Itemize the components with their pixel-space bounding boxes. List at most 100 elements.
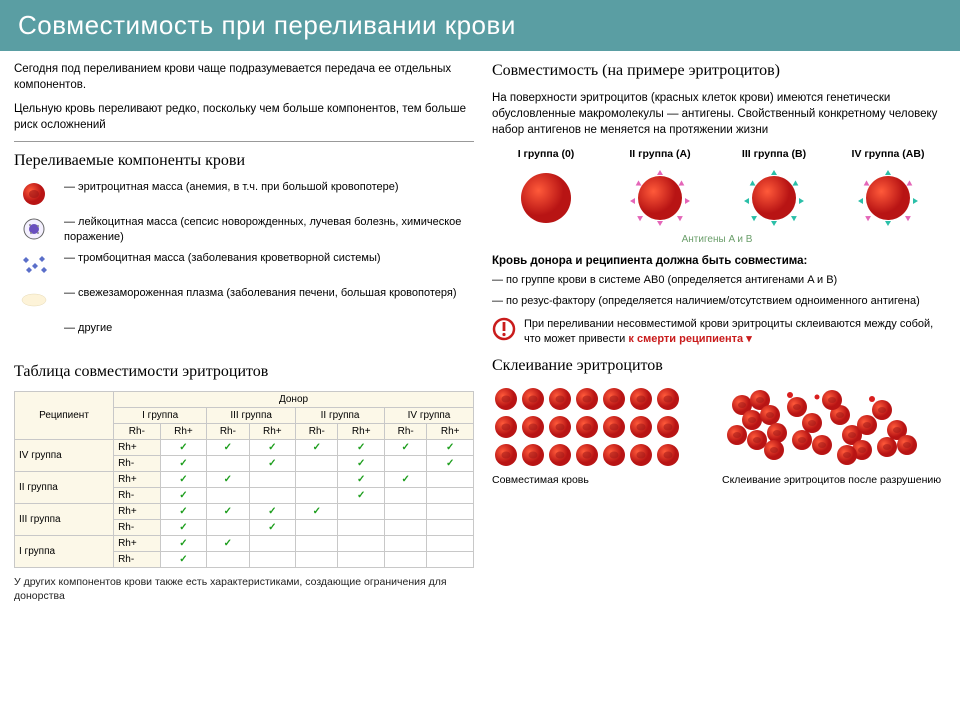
component-row: — свежезамороженная плазма (заболевания …: [14, 286, 474, 314]
cell: [427, 471, 474, 487]
rule-2: — по резус-фактору (определяется наличие…: [492, 294, 942, 309]
rh-col: Rh-: [114, 423, 161, 439]
components-list: — эритроцитная масса (анемия, в т.ч. при…: [14, 180, 474, 349]
cell: ✓: [160, 487, 207, 503]
warning-icon: [492, 317, 516, 341]
cell: ✓: [249, 439, 296, 455]
cell: ✓: [385, 471, 427, 487]
cell: ✓: [249, 503, 296, 519]
cell: [296, 487, 338, 503]
agg-cell-right: Склеивание эритроцитов после разрушению: [722, 385, 942, 487]
cell: [385, 551, 427, 567]
recip-header: Реципиент: [15, 391, 114, 439]
rh-row: Rh+: [114, 471, 161, 487]
rh-col: Rh-: [296, 423, 338, 439]
component-label: — тромбоцитная масса (заболевания кровет…: [64, 251, 474, 265]
cell: [296, 519, 338, 535]
group-label: III группа (B): [720, 148, 828, 160]
divider: [14, 141, 474, 142]
col-group: I группа: [114, 407, 207, 423]
group-a-icon: [606, 160, 714, 230]
cell: ✓: [160, 551, 207, 567]
antigen-label: Антигены A и B: [492, 234, 942, 245]
group-label: I группа (0): [492, 148, 600, 160]
intro-para-1: Сегодня под переливанием крови чаще подр…: [14, 61, 474, 93]
cell: [296, 455, 338, 471]
cell: [385, 455, 427, 471]
platelet-icon: [14, 251, 54, 279]
col-group: II группа: [296, 407, 385, 423]
cell: ✓: [207, 439, 249, 455]
cell: ✓: [296, 503, 338, 519]
cell: ✓: [160, 439, 207, 455]
page-header: Совместимость при переливании крови: [0, 0, 960, 51]
plasma-icon: [14, 286, 54, 314]
cell: [207, 551, 249, 567]
intro-text: Сегодня под переливанием крови чаще подр…: [14, 61, 474, 133]
cell: [249, 487, 296, 503]
compatibility-table: Реципиент Донор I группа III группа II г…: [14, 391, 474, 568]
rh-row: Rh-: [114, 455, 161, 471]
agg-caption-left: Совместимая кровь: [492, 474, 712, 487]
intro-para-2: Цельную кровь переливают редко, поскольк…: [14, 101, 474, 133]
cell: [296, 471, 338, 487]
cell: ✓: [338, 471, 385, 487]
cell: [427, 519, 474, 535]
component-row: — тромбоцитная масса (заболевания кровет…: [14, 251, 474, 279]
cell: [296, 551, 338, 567]
component-label: — эритроцитная масса (анемия, в т.ч. при…: [64, 180, 474, 194]
group-label: II группа (A): [606, 148, 714, 160]
cell: [385, 519, 427, 535]
row-group: IV группа: [15, 439, 114, 471]
cell: ✓: [338, 487, 385, 503]
cell: ✓: [207, 503, 249, 519]
rh-row: Rh-: [114, 487, 161, 503]
cell: [338, 535, 385, 551]
cell: [385, 535, 427, 551]
warn-red: к смерти реципиента ▾: [628, 333, 751, 345]
agg-cell-left: Совместимая кровь: [492, 385, 712, 487]
compat-table: Реципиент Донор I группа III группа II г…: [14, 391, 474, 568]
agg-caption-right: Склеивание эритроцитов после разрушению: [722, 474, 942, 487]
rh-col: Rh-: [385, 423, 427, 439]
right-column: Совместимость (на примере эритроцитов) Н…: [492, 61, 942, 603]
group-b-icon: [720, 160, 828, 230]
cell: [427, 487, 474, 503]
component-label: — свежезамороженная плазма (заболевания …: [64, 286, 474, 300]
agglutination-icon: [722, 385, 942, 470]
other-icon: [14, 321, 54, 349]
cell: ✓: [427, 455, 474, 471]
cell: [338, 551, 385, 567]
group-o-icon: [492, 160, 600, 230]
row-group: I группа: [15, 535, 114, 567]
group-label: IV группа (AB): [834, 148, 942, 160]
table-footnote: У других компонентов крови также есть ха…: [14, 576, 474, 603]
wbc-icon: [14, 215, 54, 243]
warning-row: При переливании несовместимой крови эрит…: [492, 317, 942, 347]
blood-groups-row: I группа (0) II группа (A) III группа (B…: [492, 148, 942, 230]
cell: [385, 503, 427, 519]
cell: [385, 487, 427, 503]
component-label: — другие: [64, 321, 474, 335]
compat-para: На поверхности эритроцитов (красных клет…: [492, 90, 942, 138]
component-row: — лейкоцитная масса (сепсис новорожденны…: [14, 215, 474, 244]
left-column: Сегодня под переливанием крови чаще подр…: [14, 61, 474, 603]
cell: [249, 471, 296, 487]
cell: [249, 535, 296, 551]
group-ab-icon: [834, 160, 942, 230]
row-group: II группа: [15, 471, 114, 503]
group-cell: I группа (0): [492, 148, 600, 230]
cell: ✓: [160, 471, 207, 487]
must-line: Кровь донора и реципиента должна быть со…: [492, 255, 942, 267]
cell: ✓: [160, 535, 207, 551]
components-title: Переливаемые компоненты крови: [14, 152, 474, 170]
col-group: IV группа: [385, 407, 474, 423]
cell: ✓: [207, 535, 249, 551]
cell: ✓: [385, 439, 427, 455]
cell: [249, 551, 296, 567]
cell: ✓: [160, 455, 207, 471]
cell: ✓: [338, 439, 385, 455]
cell: ✓: [249, 455, 296, 471]
donor-header: Донор: [114, 391, 474, 407]
cell: [427, 503, 474, 519]
